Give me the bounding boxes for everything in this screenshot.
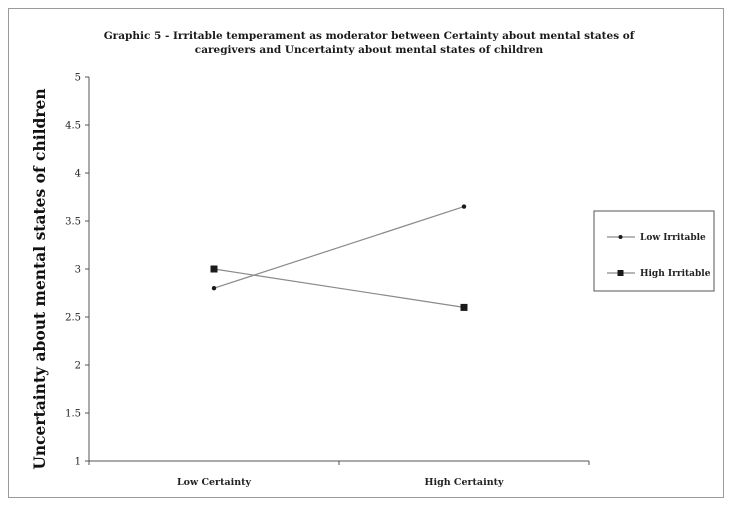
y-tick-label-8: 5 bbox=[75, 73, 81, 84]
axes: 1 1.5 2 2.5 3 3.5 4 4.5 5 Low Certainty High Certa… bbox=[65, 73, 590, 488]
chart-marks bbox=[210, 204, 468, 311]
legend: Low Irritable High Irritable bbox=[593, 210, 715, 292]
y-tick-label-0: 1 bbox=[75, 457, 81, 468]
series-line-1 bbox=[213, 268, 465, 308]
line-chart: Graphic 5 - Irritable temperament as mod… bbox=[30, 30, 715, 488]
y-tick-label-6: 4 bbox=[75, 169, 81, 180]
chart-title-line-1: Graphic 5 - Irritable temperament as mod… bbox=[104, 30, 636, 42]
legend-marker-0 bbox=[618, 235, 623, 239]
series-1-point-1 bbox=[460, 303, 468, 311]
legend-box bbox=[593, 210, 715, 292]
series-0-point-0 bbox=[211, 286, 217, 291]
y-axis-label: Uncertainty about mental states of child… bbox=[30, 88, 49, 469]
y-tick-label-3: 2.5 bbox=[65, 313, 81, 324]
y-tick-label-5: 3.5 bbox=[65, 217, 81, 228]
series-line-0 bbox=[213, 206, 465, 289]
y-tick-label-4: 3 bbox=[75, 265, 81, 276]
series-0-point-1 bbox=[461, 204, 467, 209]
legend-marker-1 bbox=[617, 270, 624, 276]
legend-label-1: High Irritable bbox=[640, 269, 711, 279]
y-tick-label-1: 1.5 bbox=[65, 409, 81, 420]
x-category-label-0: Low Certainty bbox=[177, 477, 252, 488]
y-tick-label-7: 4.5 bbox=[65, 121, 81, 132]
x-category-label-1: High Certainty bbox=[424, 477, 503, 488]
chart-title-line-2: caregivers and Uncertainty about mental … bbox=[195, 44, 544, 56]
y-tick-label-2: 2 bbox=[75, 361, 81, 372]
chart-frame: Graphic 5 - Irritable temperament as mod… bbox=[8, 8, 724, 498]
legend-label-0: Low Irritable bbox=[640, 233, 706, 243]
series-1-point-0 bbox=[210, 265, 218, 273]
